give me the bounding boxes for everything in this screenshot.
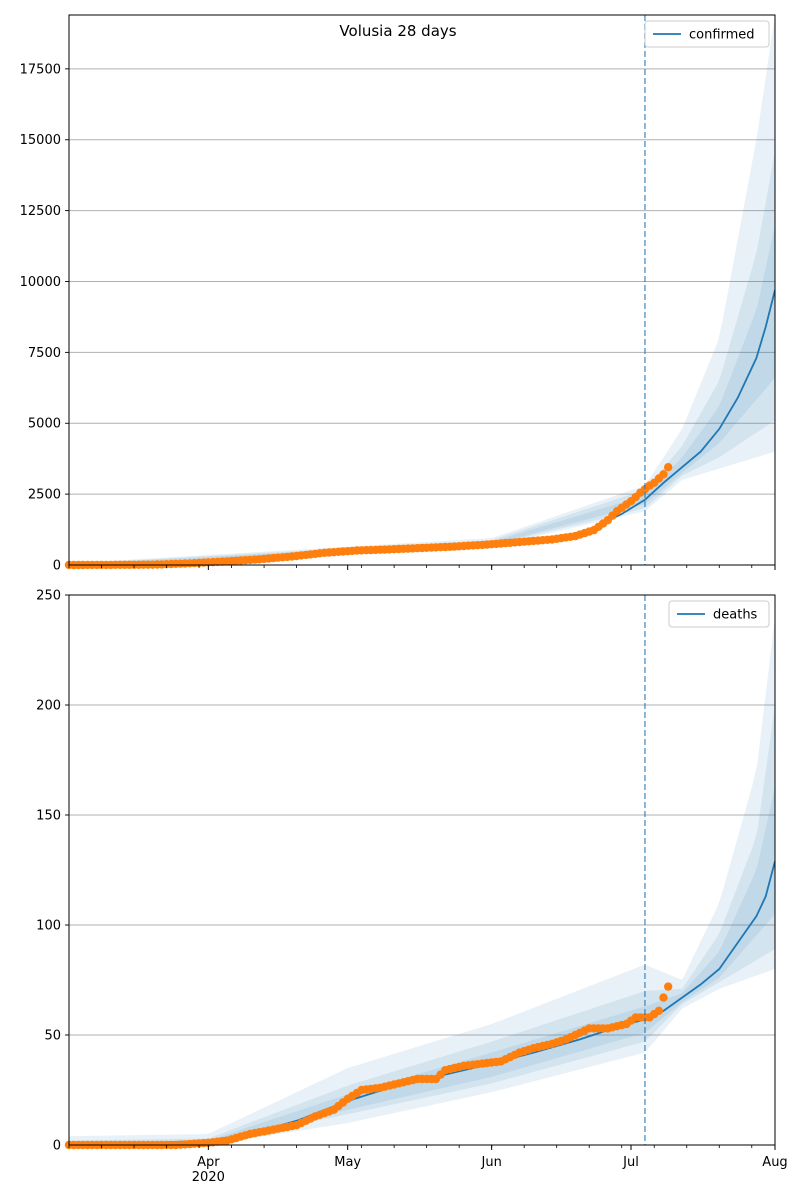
y-tick-label: 5000 <box>28 417 61 432</box>
x-tick-label: May <box>334 1155 361 1170</box>
band-outer <box>69 617 775 1145</box>
x-tick-label: Apr <box>197 1155 220 1170</box>
x-tick-sublabel: 2020 <box>192 1170 225 1185</box>
observed-point <box>664 982 673 991</box>
y-tick-label: 150 <box>36 809 61 824</box>
legend-box <box>668 600 770 628</box>
legend-label: deaths <box>713 608 758 623</box>
band-inner <box>69 786 775 1145</box>
y-tick-label: 12500 <box>20 204 61 219</box>
y-tick-label: 200 <box>36 699 61 714</box>
y-tick-label: 17500 <box>20 62 61 77</box>
observed-point <box>659 470 668 479</box>
observed-point <box>664 463 673 472</box>
observed-point <box>654 1006 664 1015</box>
axes-frame <box>68 14 776 566</box>
y-tick-label: 7500 <box>28 346 61 361</box>
confirmed-panel: 0 2500 5000 7500 10000 12500 15000 17500 confirm… <box>20 14 776 574</box>
x-tick-label: Jun <box>481 1155 502 1170</box>
uncertainty-bands <box>69 617 775 1145</box>
legend-box <box>644 20 770 48</box>
y-tick-label: 250 <box>36 589 61 604</box>
y-tick-label: 2500 <box>28 488 61 503</box>
x-tick-label: Aug <box>762 1155 787 1170</box>
legend-label: confirmed <box>689 28 755 43</box>
y-tick-label: 0 <box>53 1139 61 1154</box>
x-tick-label: Jul <box>622 1155 639 1170</box>
axes-frame <box>68 594 776 1146</box>
y-tick-label: 0 <box>53 559 61 574</box>
y-tick-label: 50 <box>44 1029 61 1044</box>
legend: deaths <box>668 600 770 628</box>
legend: confirmed <box>644 20 770 48</box>
band-middle <box>69 705 775 1145</box>
observed-point <box>659 993 668 1002</box>
y-tick-label: 100 <box>36 919 61 934</box>
y-tick-label: 15000 <box>20 133 61 148</box>
y-tick-label: 10000 <box>20 275 61 290</box>
chart-title: Volusia 28 days <box>339 22 456 40</box>
